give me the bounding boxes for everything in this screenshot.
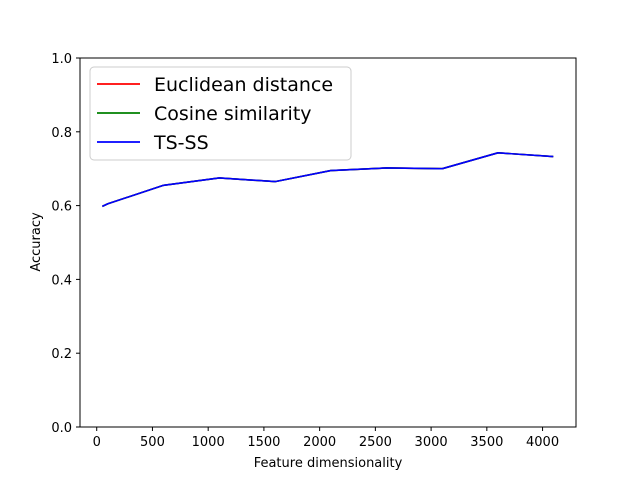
y-axis-ticks: 0.0 0.2 0.4 0.6 0.8 1.0 [51, 52, 80, 436]
x-tick-label: 1500 [247, 435, 280, 450]
series-line-ts-ss [101, 152, 554, 208]
x-tick-label: 3500 [470, 435, 503, 450]
x-tick-label: 4000 [526, 435, 559, 450]
x-axis-ticks: 0 500 1000 1500 2000 2500 3000 3500 4000 [93, 427, 559, 450]
x-tick-label: 0 [93, 435, 101, 450]
plot-frame [79, 57, 577, 428]
legend: Euclidean distance Cosine similarity TS-SS [89, 66, 352, 161]
y-tick-label: 0.4 [51, 273, 72, 288]
y-tick-label: 0.6 [51, 200, 72, 215]
legend-box [89, 66, 352, 161]
legend-label: Euclidean distance [154, 74, 333, 96]
y-axis-label: Accuracy [29, 212, 44, 272]
x-axis-label: Feature dimensionality [254, 456, 403, 471]
y-tick-label: 0.0 [51, 421, 72, 436]
x-tick-label: 500 [140, 435, 165, 450]
x-tick-label: 2500 [359, 435, 392, 450]
x-tick-label: 2000 [303, 435, 336, 450]
y-tick-label: 0.8 [51, 126, 72, 141]
legend-label: Cosine similarity [154, 103, 312, 125]
x-tick-label: 3000 [415, 435, 448, 450]
series-layer [101, 152, 554, 208]
y-tick-label: 1.0 [51, 52, 72, 67]
y-tick-label: 0.2 [51, 347, 72, 362]
x-tick-label: 1000 [192, 435, 225, 450]
legend-label: TS-SS [153, 132, 209, 154]
